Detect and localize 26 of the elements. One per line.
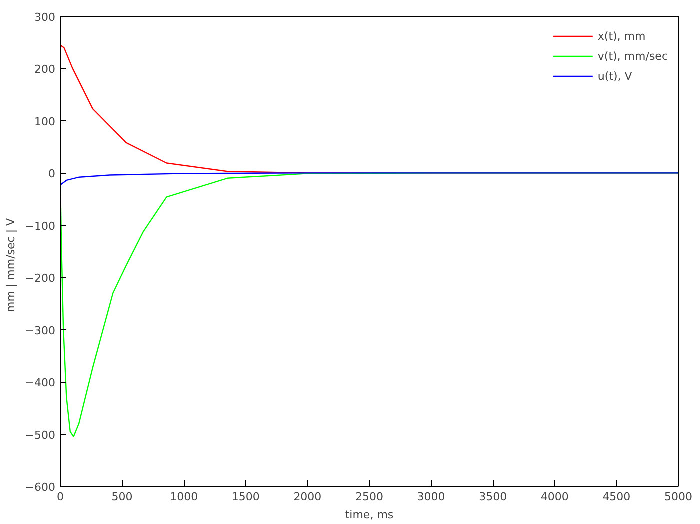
x-axis-title: time, ms bbox=[345, 508, 394, 522]
y-tick-label: −200 bbox=[25, 272, 56, 286]
x-tick-label: 3500 bbox=[479, 490, 508, 504]
y-tick-label: −300 bbox=[25, 324, 56, 338]
y-tick-label: 0 bbox=[48, 168, 56, 181]
x-tick-label: 0 bbox=[57, 490, 64, 504]
x-tick-label: 5000 bbox=[664, 490, 693, 504]
y-axis-title: mm | mm/sec | V bbox=[4, 218, 18, 313]
x-tick-label: 3000 bbox=[417, 490, 446, 504]
y-tick-label: 300 bbox=[34, 11, 56, 24]
y-tick-label: −400 bbox=[25, 376, 56, 390]
legend-label: x(t), mm bbox=[598, 30, 646, 42]
x-tick-label: 1500 bbox=[232, 490, 260, 504]
y-tick-label: 200 bbox=[34, 63, 56, 76]
x-tick-label: 2500 bbox=[356, 490, 384, 504]
y-tick-label: 100 bbox=[34, 115, 56, 128]
y-tick-label: −500 bbox=[25, 428, 56, 442]
legend-label: u(t), V bbox=[598, 70, 632, 82]
x-tick-label: 2000 bbox=[294, 490, 322, 504]
x-tick-label: 1000 bbox=[170, 490, 198, 504]
y-tick-label: −600 bbox=[25, 481, 56, 494]
x-tick-label: 4500 bbox=[602, 490, 631, 504]
y-tick-label: −100 bbox=[25, 220, 56, 233]
legend-label: v(t), mm/sec bbox=[598, 50, 668, 62]
x-tick-label: 4000 bbox=[540, 490, 569, 504]
x-tick-label: 500 bbox=[112, 490, 133, 504]
